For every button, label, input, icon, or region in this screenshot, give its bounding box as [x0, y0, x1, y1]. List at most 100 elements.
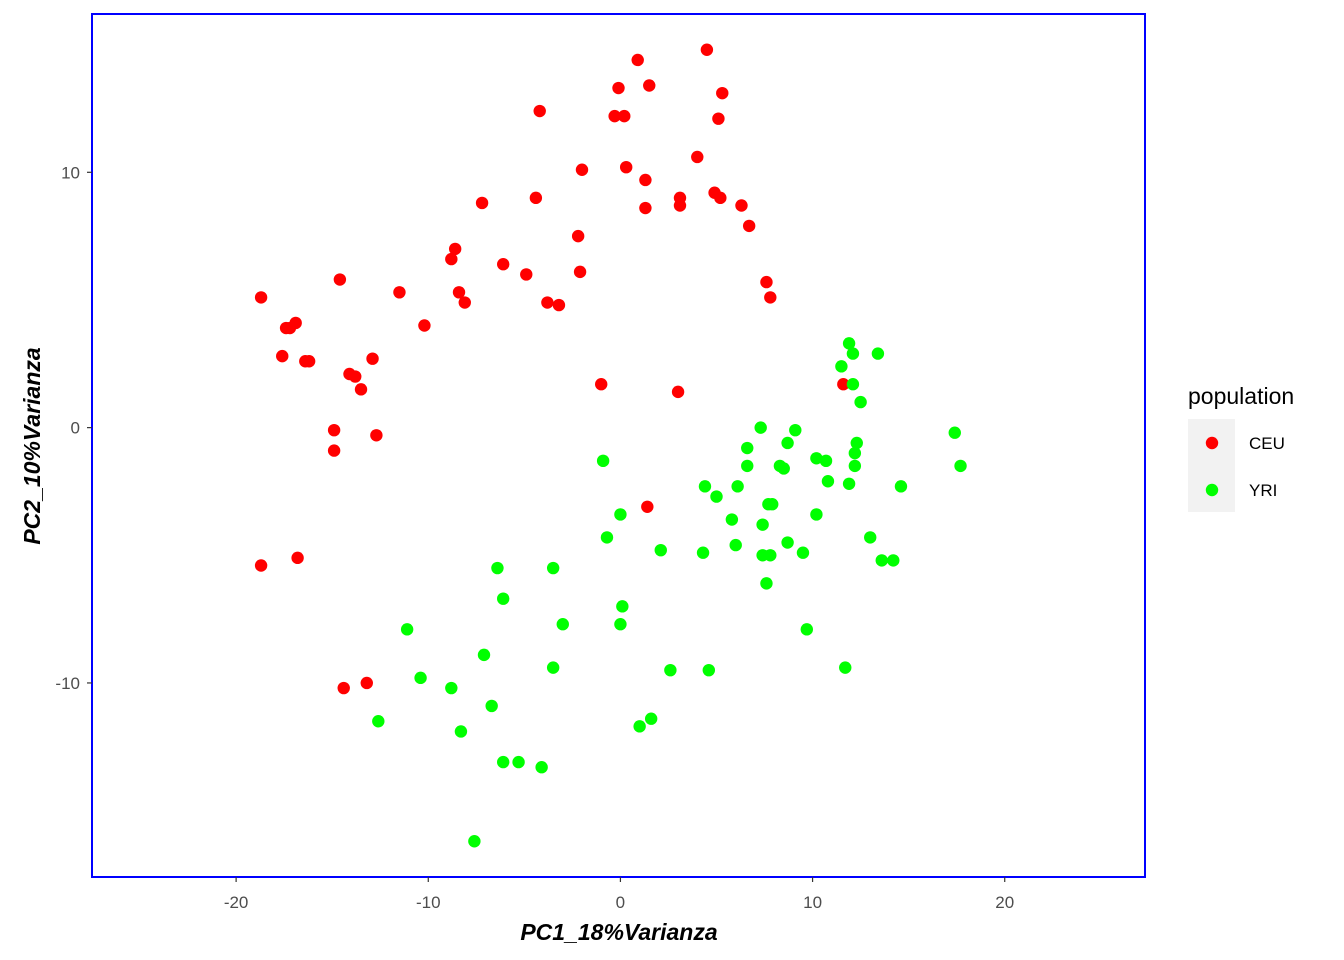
data-point-ceu [327, 423, 341, 437]
data-point-yri [846, 378, 860, 391]
data-point-yri [848, 446, 862, 460]
data-point-yri [596, 454, 610, 468]
data-point-ceu [573, 265, 587, 279]
data-point-yri [633, 720, 646, 733]
data-point-ceu [337, 681, 350, 695]
data-point-ceu [354, 383, 368, 396]
data-point-ceu [299, 355, 312, 368]
data-point-yri [839, 661, 852, 674]
data-point-ceu [641, 500, 654, 513]
data-point-ceu [360, 676, 373, 690]
data-point-ceu [671, 385, 685, 399]
data-point-ceu [639, 173, 652, 187]
panel-border [91, 13, 1146, 878]
data-point-ceu [276, 349, 289, 363]
data-point-yri [819, 454, 833, 468]
x-tick-label: -10 [416, 893, 441, 912]
data-point-ceu [349, 370, 362, 383]
data-point-ceu [529, 191, 543, 205]
data-point-ceu [520, 268, 533, 281]
data-point-yri [796, 546, 810, 559]
data-point-ceu [673, 199, 687, 212]
data-point-yri [477, 648, 491, 662]
data-point-yri [468, 835, 481, 848]
legend-label-ceu: CEU [1249, 434, 1285, 453]
data-point-yri [546, 661, 560, 674]
data-point-yri [789, 423, 802, 437]
data-point-ceu [700, 43, 714, 56]
data-point-yri [414, 671, 427, 685]
data-point-yri [614, 508, 627, 521]
data-point-yri [854, 395, 867, 409]
legend-key-ceu [1205, 436, 1219, 450]
data-point-yri [756, 518, 769, 531]
data-point-ceu [716, 86, 729, 100]
data-point-yri [754, 421, 767, 434]
data-point-yri [710, 490, 723, 503]
x-tick-label: 10 [803, 893, 822, 912]
data-point-ceu [418, 319, 431, 332]
data-point-yri [871, 347, 885, 360]
data-point-yri [696, 546, 710, 559]
x-axis-title: PC1_18%Varianza [520, 919, 718, 945]
y-axis-ticks: -10 0 10 [55, 163, 92, 693]
data-point-ceu [571, 229, 585, 243]
data-point-ceu [643, 79, 656, 92]
legend-title: population [1188, 383, 1294, 409]
data-point-yri [864, 531, 877, 544]
data-point-ceu [691, 150, 704, 164]
legend: population CEU YRI [1188, 383, 1294, 512]
x-axis-ticks: -20 -10 0 10 20 [224, 877, 1014, 912]
data-point-yri [644, 712, 658, 725]
data-point-yri [600, 531, 614, 544]
data-point-ceu [393, 286, 406, 299]
data-point-ceu [448, 242, 462, 256]
data-point-ceu [289, 316, 302, 330]
data-point-ceu [552, 298, 566, 312]
data-point-yri [729, 538, 742, 552]
legend-key-background [1188, 419, 1235, 512]
data-point-ceu [735, 199, 748, 212]
data-point-yri [848, 459, 862, 473]
data-point-yri [887, 554, 900, 567]
data-point-ceu [291, 551, 304, 565]
data-point-ceu [458, 296, 471, 309]
data-point-ceu [639, 201, 652, 215]
data-point-yri [810, 452, 823, 465]
x-tick-label: 0 [616, 893, 625, 912]
data-point-yri [821, 475, 835, 488]
x-tick-label: -20 [224, 893, 249, 912]
data-point-yri [614, 618, 627, 631]
data-point-yri [556, 618, 569, 631]
data-point-yri [497, 592, 510, 605]
y-tick-label: -10 [55, 674, 80, 693]
data-point-ceu [742, 219, 756, 233]
data-point-yri [400, 623, 414, 636]
data-point-ceu [254, 559, 268, 572]
data-point-yri [842, 477, 856, 490]
data-point-ceu [254, 291, 268, 304]
data-point-yri [800, 623, 814, 636]
data-point-yri [702, 663, 716, 677]
data-point-ceu [533, 104, 546, 118]
data-point-yri [497, 755, 510, 769]
data-point-ceu [619, 160, 633, 174]
data-point-yri [846, 347, 860, 360]
y-tick-label: 0 [71, 419, 80, 438]
x-tick-label: 20 [995, 893, 1014, 912]
data-points [254, 43, 967, 848]
data-point-yri [764, 549, 777, 562]
data-point-yri [616, 600, 629, 613]
y-tick-label: 10 [61, 163, 80, 182]
data-point-ceu [497, 258, 510, 271]
data-point-yri [535, 761, 548, 774]
data-point-yri [766, 498, 779, 511]
data-point-ceu [575, 163, 589, 176]
legend-label-yri: YRI [1249, 481, 1277, 500]
data-point-ceu [712, 112, 725, 125]
data-point-yri [725, 513, 739, 526]
data-point-yri [810, 508, 823, 521]
data-point-yri [842, 337, 856, 350]
